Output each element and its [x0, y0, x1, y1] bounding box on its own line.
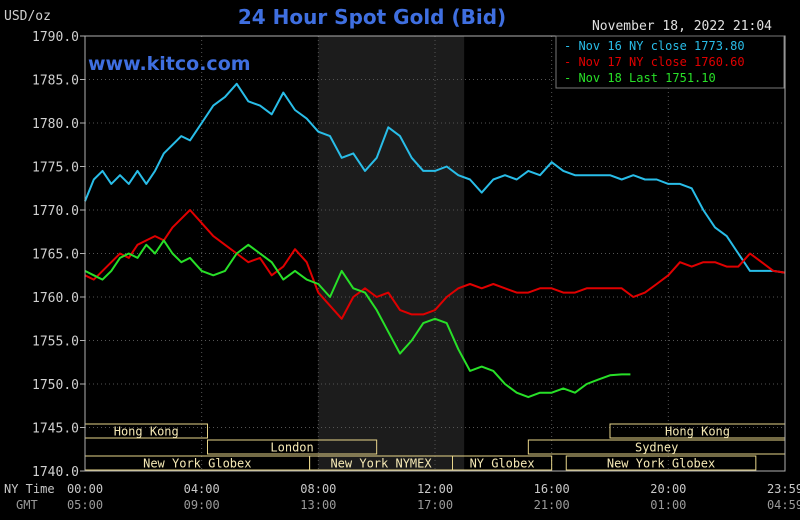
- y-tick-label: 1755.0: [32, 335, 79, 350]
- watermark: www.kitco.com: [88, 53, 251, 75]
- nymex-highlight: [318, 36, 465, 471]
- session-bar: [565, 455, 757, 471]
- session-bar: [452, 455, 553, 471]
- x-tick-label-ny: 00:00: [67, 482, 103, 496]
- legend-entry: - Nov 17 NY close 1760.60: [564, 55, 745, 69]
- series-line-0: [84, 82, 785, 274]
- unit-label: USD/oz: [4, 9, 51, 24]
- x-tick-label-gmt: 01:00: [650, 498, 686, 512]
- session-label: New York Globex: [143, 457, 251, 471]
- series-line-1: [84, 209, 785, 320]
- x-tick-label-gmt: 17:00: [417, 498, 453, 512]
- y-axis-labels: 1790.0 1785.0 1780.0 1775.0 1770.0 1765.0 1760…: [32, 30, 79, 480]
- session-label: New York Globex: [607, 457, 715, 471]
- y-tick-label: 1765.0: [32, 248, 79, 263]
- x-tick-label-ny: 23:59: [767, 482, 800, 496]
- plot-frame: [84, 35, 786, 472]
- y-tick-label: 1780.0: [32, 117, 79, 132]
- x-tick-label-ny: 16:00: [534, 482, 570, 496]
- price-series: [84, 82, 785, 399]
- legend: - Nov 16 NY close 1773.80 - Nov 17 NY clo…: [564, 39, 745, 85]
- timestamp: November 18, 2022 21:04: [592, 19, 772, 34]
- legend-entry: - Nov 16 NY close 1773.80: [564, 39, 745, 53]
- y-tick-label: 1760.0: [32, 291, 79, 306]
- x-tick-label-ny: 08:00: [300, 482, 336, 496]
- session-bar: [207, 439, 378, 455]
- ny-time-label: NY Time: [4, 482, 55, 496]
- y-tick-label: 1745.0: [32, 422, 79, 437]
- x-tick-label-gmt: 09:00: [184, 498, 220, 512]
- chart-title: 24 Hour Spot Gold (Bid): [238, 5, 506, 29]
- y-tick-label: 1785.0: [32, 74, 79, 89]
- y-tick-label: 1740.0: [32, 465, 79, 480]
- y-tick-label: 1770.0: [32, 204, 79, 219]
- x-tick-label-ny: 12:00: [417, 482, 453, 496]
- x-tick-label-ny: 20:00: [650, 482, 686, 496]
- session-label: NY Globex: [470, 457, 535, 471]
- y-tick-label: 1750.0: [32, 378, 79, 393]
- session-label: Hong Kong: [114, 425, 179, 439]
- session-label: Sydney: [635, 441, 678, 455]
- session-label: London: [270, 441, 313, 455]
- gmt-label: GMT: [16, 498, 38, 512]
- y-tick-label: 1775.0: [32, 161, 79, 176]
- x-tick-label-gmt: 13:00: [300, 498, 336, 512]
- series-line-2: [84, 239, 631, 399]
- session-label: Hong Kong: [665, 425, 730, 439]
- x-tick-label-gmt: 21:00: [534, 498, 570, 512]
- x-tick-label-gmt: 05:00: [67, 498, 103, 512]
- session-label: New York NYMEX: [330, 457, 432, 471]
- x-axis-labels: 00:00 05:00 04:00 09:00 08:00 13:00 12:00 17:00…: [67, 482, 800, 512]
- y-tick-label: 1790.0: [32, 30, 79, 45]
- x-tick-label-gmt: 04:59: [767, 498, 800, 512]
- legend-entry: - Nov 18 Last 1751.10: [564, 71, 716, 85]
- x-tick-label-ny: 04:00: [184, 482, 220, 496]
- legend-box: [555, 35, 785, 89]
